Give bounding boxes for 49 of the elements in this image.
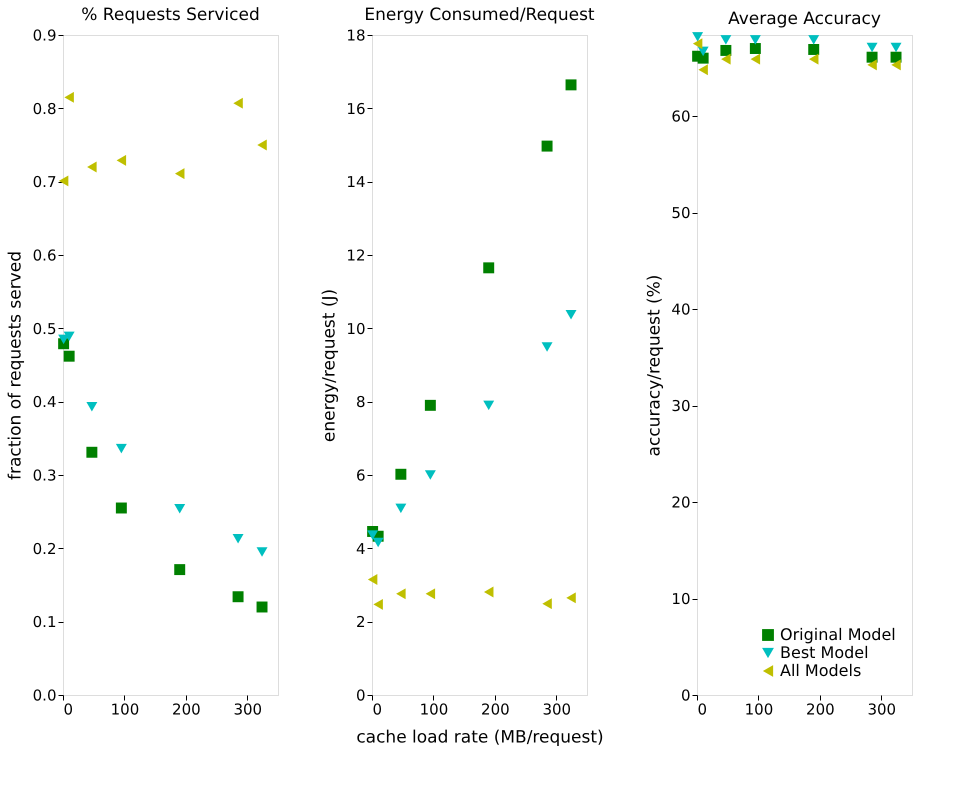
y-tick-label: 12 [346, 246, 366, 264]
x-tick-label: 200 [172, 700, 201, 718]
y-tick-label: 40 [671, 300, 690, 319]
y-tick-label: 16 [346, 100, 366, 118]
y-tick-label: 0.1 [32, 613, 56, 632]
x-tick-label: 300 [867, 700, 896, 718]
y-tick-label: 50 [671, 204, 690, 222]
y-tick-label: 60 [671, 108, 690, 126]
y-tick-label: 0.9 [32, 26, 56, 44]
y-tick-label: 0.5 [32, 320, 56, 338]
y-tick-label: 18 [346, 26, 366, 44]
chart-title: % Requests Serviced [81, 5, 260, 25]
x-tick-label: 100 [744, 700, 774, 718]
y-tick-label: 8 [356, 393, 366, 412]
legend-label: Original Model [780, 625, 896, 644]
x-tick-label: 300 [233, 700, 262, 718]
chart-title: Average Accuracy [728, 9, 881, 30]
y-tick-label: 0.6 [32, 246, 56, 264]
x-tick-label: 0 [372, 700, 382, 718]
chart-title: Energy Consumed/Request [364, 5, 595, 25]
y-tick-label: 0.2 [32, 540, 56, 558]
x-tick-label: 200 [806, 700, 835, 718]
y-tick-label: 30 [671, 397, 690, 416]
y-tick-label: 0.3 [32, 466, 56, 484]
legend-label: All Models [780, 661, 862, 680]
y-tick-label: 0.4 [32, 393, 56, 412]
x-tick-label: 100 [420, 700, 448, 718]
y-tick-label: 2 [356, 613, 366, 632]
y-tick-label: 10 [346, 320, 366, 338]
x-tick-label: 0 [698, 700, 708, 718]
x-tick-label: 300 [542, 700, 572, 718]
y-axis-title: energy/request (J) [319, 288, 340, 442]
y-tick-label: 0.8 [32, 100, 56, 118]
y-axis-title: accuracy/request (%) [644, 274, 664, 456]
y-tick-label: 10 [671, 590, 690, 608]
x-axis-title: cache load rate (MB/request) [356, 728, 604, 748]
x-tick-label: 0 [64, 700, 74, 718]
x-tick-label: 200 [481, 700, 510, 718]
legend-label: Best Model [780, 643, 869, 662]
y-axis-title: fraction of requests served [6, 251, 26, 480]
y-tick-label: 0.7 [32, 173, 56, 192]
x-tick-label: 100 [110, 700, 140, 718]
y-tick-label: 4 [356, 540, 366, 558]
y-tick-label: 0 [680, 686, 690, 704]
y-tick-label: 0 [356, 686, 366, 704]
y-tick-label: 0.0 [32, 686, 56, 704]
y-tick-label: 14 [346, 173, 366, 192]
y-tick-label: 20 [671, 494, 690, 512]
y-tick-label: 6 [356, 466, 366, 484]
